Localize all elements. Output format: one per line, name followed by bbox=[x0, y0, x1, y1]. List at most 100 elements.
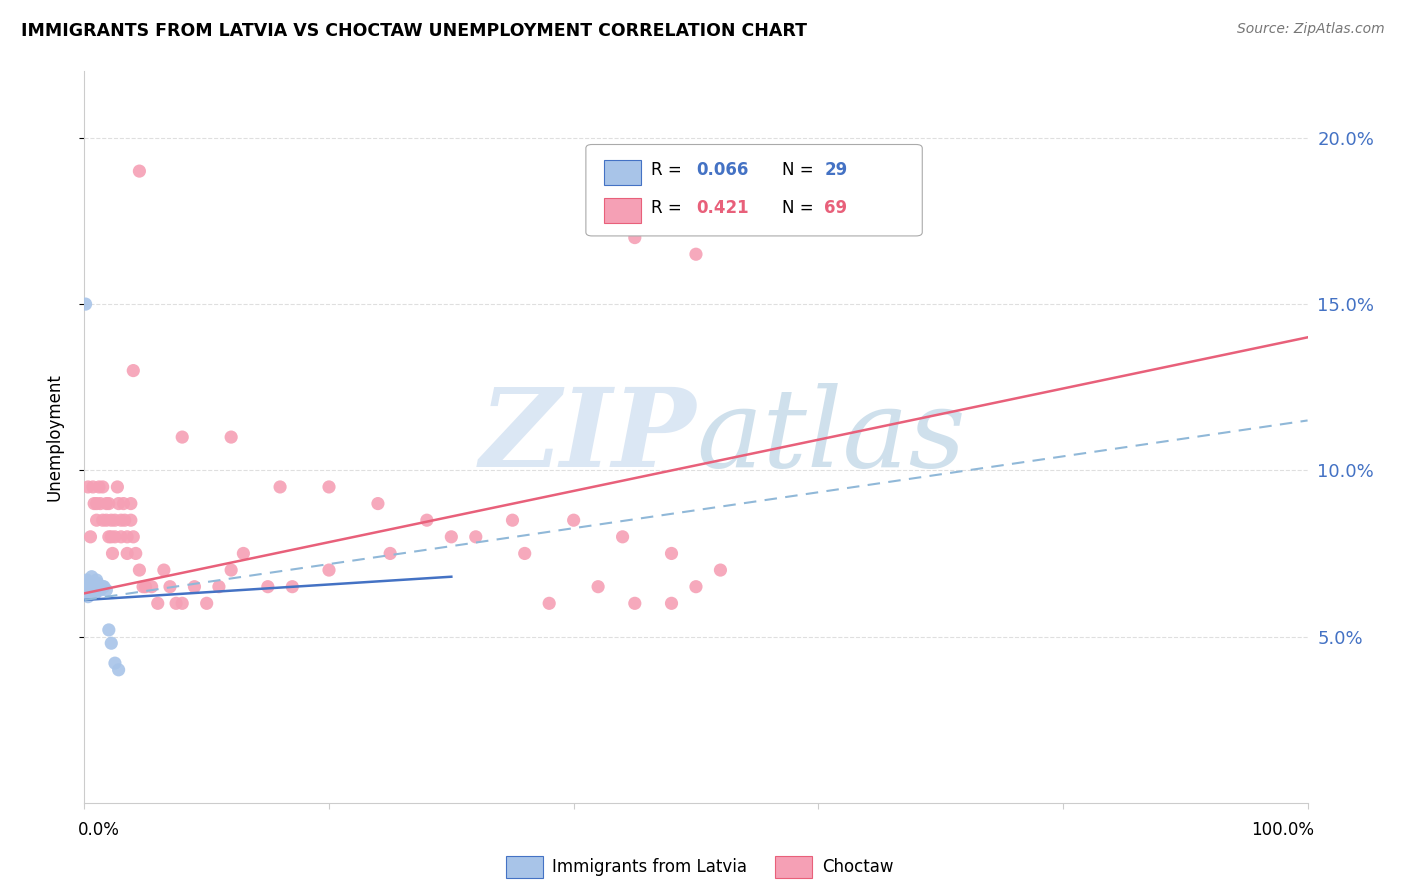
FancyBboxPatch shape bbox=[776, 856, 813, 878]
Point bbox=[87, 576, 110, 591]
Point bbox=[97, 530, 120, 544]
Point bbox=[586, 580, 609, 594]
Point bbox=[101, 546, 124, 560]
Point bbox=[77, 590, 100, 604]
Point bbox=[120, 497, 142, 511]
Point bbox=[110, 530, 132, 544]
Point bbox=[86, 513, 108, 527]
Point bbox=[100, 513, 122, 527]
Point bbox=[562, 513, 585, 527]
Point bbox=[86, 573, 108, 587]
FancyBboxPatch shape bbox=[586, 145, 922, 235]
Point bbox=[93, 580, 115, 594]
Point bbox=[100, 636, 122, 650]
Point bbox=[538, 596, 561, 610]
Point bbox=[96, 513, 118, 527]
Point bbox=[219, 563, 242, 577]
Text: 100.0%: 100.0% bbox=[1251, 821, 1313, 839]
Point bbox=[87, 480, 110, 494]
Point bbox=[624, 596, 647, 610]
Point bbox=[89, 582, 111, 597]
Point bbox=[76, 586, 98, 600]
Point bbox=[685, 247, 707, 261]
Point bbox=[91, 580, 114, 594]
Text: ZIP: ZIP bbox=[479, 384, 696, 491]
Point bbox=[83, 580, 105, 594]
Point bbox=[464, 530, 486, 544]
Text: 69: 69 bbox=[824, 199, 848, 217]
Point bbox=[114, 513, 136, 527]
Point bbox=[97, 623, 120, 637]
Point bbox=[115, 546, 138, 560]
Point bbox=[79, 582, 101, 597]
Point bbox=[104, 656, 127, 670]
FancyBboxPatch shape bbox=[605, 160, 641, 185]
Point bbox=[125, 546, 148, 560]
Point bbox=[269, 480, 291, 494]
Point bbox=[153, 563, 176, 577]
Point bbox=[318, 480, 340, 494]
Point bbox=[82, 582, 104, 597]
Point bbox=[624, 230, 647, 244]
Point bbox=[112, 497, 135, 511]
Point bbox=[132, 580, 155, 594]
Point bbox=[128, 164, 150, 178]
Text: IMMIGRANTS FROM LATVIA VS CHOCTAW UNEMPLOYMENT CORRELATION CHART: IMMIGRANTS FROM LATVIA VS CHOCTAW UNEMPL… bbox=[21, 22, 807, 40]
Point bbox=[96, 497, 118, 511]
Point bbox=[87, 580, 110, 594]
Point bbox=[79, 530, 101, 544]
Point bbox=[96, 582, 118, 597]
Text: 0.0%: 0.0% bbox=[79, 821, 120, 839]
Point bbox=[219, 430, 242, 444]
Point bbox=[104, 530, 127, 544]
Text: 0.421: 0.421 bbox=[696, 199, 748, 217]
Y-axis label: Unemployment: Unemployment bbox=[45, 373, 63, 501]
Point bbox=[172, 430, 194, 444]
Point bbox=[79, 580, 101, 594]
Point bbox=[75, 580, 97, 594]
Point bbox=[513, 546, 536, 560]
Text: R =: R = bbox=[651, 199, 686, 217]
FancyBboxPatch shape bbox=[605, 198, 641, 223]
Point bbox=[208, 580, 231, 594]
Point bbox=[91, 513, 114, 527]
Point bbox=[84, 586, 107, 600]
Point bbox=[661, 596, 683, 610]
Point bbox=[77, 580, 100, 594]
Point bbox=[172, 596, 194, 610]
Point bbox=[107, 663, 129, 677]
Text: 0.066: 0.066 bbox=[696, 161, 748, 179]
Point bbox=[416, 513, 439, 527]
Point bbox=[77, 580, 100, 594]
Point bbox=[257, 580, 280, 594]
Point bbox=[380, 546, 402, 560]
Point bbox=[183, 580, 205, 594]
Point bbox=[83, 497, 105, 511]
Point bbox=[75, 297, 97, 311]
Point bbox=[89, 497, 111, 511]
Text: 29: 29 bbox=[824, 161, 848, 179]
Text: Immigrants from Latvia: Immigrants from Latvia bbox=[551, 858, 747, 876]
Point bbox=[685, 580, 707, 594]
Point bbox=[76, 573, 98, 587]
Point bbox=[146, 596, 169, 610]
Point bbox=[661, 546, 683, 560]
Point bbox=[82, 480, 104, 494]
Point bbox=[97, 497, 120, 511]
Point bbox=[367, 497, 389, 511]
Point bbox=[159, 580, 181, 594]
Point bbox=[135, 580, 157, 594]
Point bbox=[77, 480, 100, 494]
Text: R =: R = bbox=[651, 161, 686, 179]
Point bbox=[100, 530, 122, 544]
Point bbox=[122, 363, 145, 377]
Point bbox=[232, 546, 254, 560]
Text: Choctaw: Choctaw bbox=[823, 858, 893, 876]
Point bbox=[709, 563, 731, 577]
Point bbox=[91, 480, 114, 494]
Point bbox=[107, 497, 129, 511]
Point bbox=[80, 570, 103, 584]
Text: Source: ZipAtlas.com: Source: ZipAtlas.com bbox=[1237, 22, 1385, 37]
Point bbox=[195, 596, 218, 610]
Text: N =: N = bbox=[782, 161, 813, 179]
